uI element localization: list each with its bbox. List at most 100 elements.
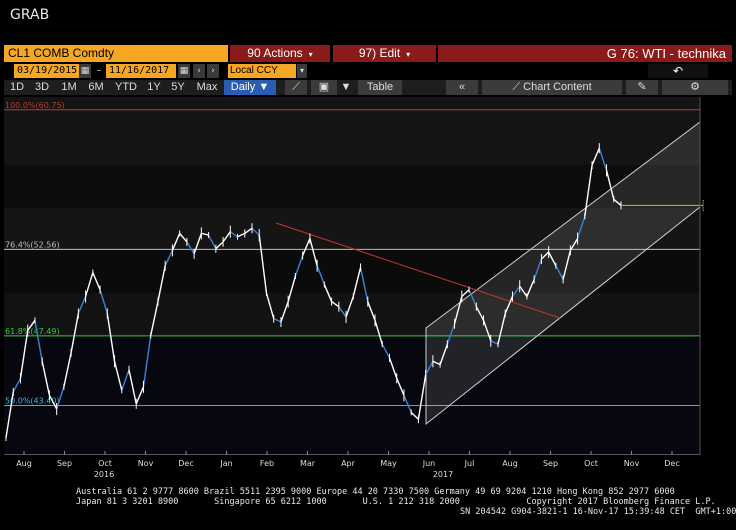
price-segment (55, 386, 65, 410)
price-segment (613, 198, 622, 206)
chevron-down-icon[interactable]: ▼ (340, 81, 352, 93)
price-segment (605, 170, 615, 200)
price-segment (461, 289, 470, 297)
price-segment (562, 250, 572, 280)
x-tick-label: Dec (664, 459, 679, 468)
price-segment (388, 357, 398, 379)
price-segment (309, 238, 318, 266)
price-segment (229, 231, 238, 238)
background-band (4, 207, 700, 250)
year-label: 2017 (433, 470, 453, 479)
date-separator: – (96, 65, 102, 76)
last-price-box (702, 200, 704, 211)
price-segment (576, 216, 586, 239)
undo-icon[interactable]: ↶ (648, 64, 708, 78)
actions-menu-button[interactable]: 90 Actions ▾ (230, 45, 330, 62)
x-tick-label: Mar (300, 459, 316, 468)
fibonacci-levels: 100.0%(60.75) 76.4%(52.56) 61.8%(47.49) 50.… (4, 101, 700, 407)
price-segment (396, 378, 405, 396)
ticker-field[interactable]: CL1 COMB Comdty (4, 45, 228, 62)
fib-level-label: 61.8%(47.49) (5, 327, 60, 336)
price-segment (207, 234, 217, 250)
price-segment (63, 352, 72, 387)
chart-background-bands (4, 97, 700, 455)
period-6m-button[interactable]: 6M (88, 81, 104, 93)
period-max-button[interactable]: Max (196, 81, 218, 93)
price-segment (526, 279, 535, 297)
x-tick-label: Sep (543, 459, 558, 468)
price-segment (27, 319, 36, 331)
price-segment (511, 285, 521, 297)
chart-content-button[interactable]: ⟋ Chart Content (482, 80, 622, 95)
calendar-icon[interactable]: ▦ (178, 64, 190, 78)
price-segment (497, 313, 506, 345)
price-segment (294, 255, 304, 277)
background-band (4, 97, 700, 166)
price-segment (533, 258, 543, 280)
period-1m-button[interactable]: 1M (61, 81, 77, 93)
price-segment (453, 296, 463, 324)
period-1d-button[interactable]: 1D (9, 81, 25, 93)
price-segment (258, 234, 268, 294)
price-segment (548, 251, 557, 267)
period-3d-button[interactable]: 3D (34, 81, 50, 93)
price-segment (106, 313, 116, 362)
calendar-icon[interactable]: ▦ (79, 64, 91, 78)
chart-content-label: Chart Content (523, 81, 592, 93)
price-segment (475, 306, 485, 321)
gear-icon[interactable]: ⚙ (662, 80, 728, 95)
price-segment (273, 317, 282, 323)
price-segment (352, 267, 362, 297)
period-5y-button[interactable]: 5Y (171, 81, 185, 93)
table-button[interactable]: Table (358, 80, 402, 95)
x-tick-label: Feb (260, 459, 274, 468)
edit-menu-button[interactable]: 97) Edit ▾ (333, 45, 436, 62)
x-axis-labels: Aug Sep Oct Nov Dec Jan Feb Mar Apr May Jun Jul Aug S… (16, 459, 680, 479)
price-segment (331, 300, 340, 308)
downtrend-line (275, 222, 561, 319)
period-ytd-button[interactable]: YTD (115, 81, 137, 93)
end-date-input[interactable]: 11/16/2017 (106, 64, 176, 78)
price-segment (598, 147, 608, 171)
x-tick-label: Aug (502, 459, 518, 468)
chart-style-icon[interactable]: ▣ (311, 80, 337, 95)
price-segment (490, 340, 499, 345)
chevron-down-icon[interactable]: ▾ (297, 64, 307, 78)
x-tick-label: Sep (57, 459, 72, 468)
price-segment (287, 275, 297, 302)
period-1y-button[interactable]: 1Y (147, 81, 161, 93)
price-segment (359, 267, 369, 302)
background-band (4, 335, 700, 455)
footer-contacts-1: Australia 61 2 9777 8600 Brazil 5511 239… (76, 487, 675, 497)
dropdown-arrow-icon: ▾ (406, 50, 411, 59)
price-segment (374, 320, 383, 345)
edit-icon[interactable]: ✎ (626, 80, 658, 95)
price-segment (244, 227, 253, 234)
next-period-icon[interactable]: › (207, 64, 219, 78)
frequency-select[interactable]: Daily ▼ (224, 80, 276, 95)
price-segment (323, 284, 333, 302)
price-segment (403, 395, 412, 413)
currency-select[interactable]: Local CCY (228, 64, 296, 78)
x-tick-label: Nov (624, 459, 640, 468)
price-segment (70, 313, 80, 353)
price-segment (157, 265, 166, 302)
line-chart-icon[interactable]: ⟋ (285, 80, 307, 95)
footer-session-info: SN 204542 G904-3821-1 16-Nov-17 15:39:48… (460, 507, 736, 517)
footer-contacts-2: Japan 81 3 3201 8900 Singapore 65 6212 1… (76, 497, 716, 507)
fib-level-label: 50.0%(43.40) (5, 397, 60, 406)
start-date-input[interactable]: 03/19/2015 (14, 64, 82, 78)
price-segment (381, 343, 391, 359)
price-segment (84, 272, 94, 297)
frequency-label: Daily (230, 81, 256, 93)
price-segment (519, 285, 528, 297)
price-segment (142, 335, 152, 387)
x-axis (4, 451, 700, 455)
price-segment (193, 233, 203, 255)
price-segment (34, 320, 43, 362)
previous-period-icon[interactable]: ‹ (193, 64, 205, 78)
x-tick-label: May (380, 459, 397, 468)
fib-level-label: 100.0%(60.75) (5, 101, 65, 110)
collapse-icon[interactable]: « (446, 80, 478, 95)
price-segment (77, 296, 87, 314)
